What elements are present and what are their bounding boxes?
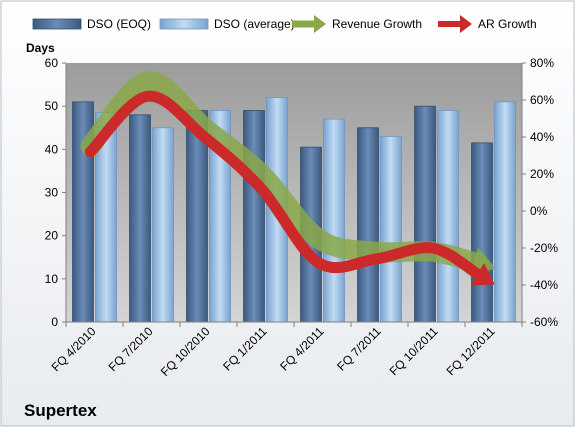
ar-growth-arrowhead [470,263,495,286]
y2-tick-label: 60% [530,93,554,107]
bar-dso-eoq [129,114,151,323]
y2-tick-label: 0% [530,204,548,218]
bar-dso-average [152,127,174,323]
legend: DSO (EOQ) DSO (average) Revenue Growth AR G… [32,15,537,33]
bar-dso-average [380,135,402,323]
legend-item: DSO (average) [159,17,295,31]
growth-lines [80,71,496,286]
legend-label: Revenue Growth [332,17,422,31]
y-tick-label: 50 [45,99,59,113]
y-tick-label: 60 [45,56,59,70]
bar-dso-average [494,101,516,323]
bar-group [72,97,516,323]
legend-label: AR Growth [478,17,537,31]
legend-swatch [32,18,82,30]
y2-tick-label: -60% [530,315,558,329]
bar-dso-eoq [414,105,436,323]
y-tick-label: 20 [45,229,59,243]
y2-tick-label: 80% [530,56,554,70]
y-tick-label: 0 [51,315,58,329]
legend-arrowhead [460,15,472,33]
bar-dso-eoq [471,142,493,323]
y-tick-label: 10 [45,272,59,286]
legend-item: AR Growth [438,15,537,33]
bar-dso-eoq [357,127,379,323]
legend-swatch [159,18,209,30]
bar-dso-average [437,110,459,323]
y-tick-label: 30 [45,186,59,200]
bar-dso-average [323,118,345,323]
legend-label: DSO (EOQ) [87,17,151,31]
bar-dso-eoq [243,110,265,323]
y2-tick-label: 20% [530,167,554,181]
y2-tick-label: 40% [530,130,554,144]
y2-tick-label: -20% [530,241,558,255]
y2-tick-label: -40% [530,278,558,292]
legend-label: DSO (average) [214,17,295,31]
company-title: Supertex [24,401,97,420]
y-axis-title: Days [26,41,55,55]
y-tick-label: 40 [45,142,59,156]
legend-arrowhead [314,15,326,33]
legend-item: DSO (EOQ) [32,17,151,31]
legend-item: Revenue Growth [292,15,422,33]
ar-growth-line [85,90,485,281]
